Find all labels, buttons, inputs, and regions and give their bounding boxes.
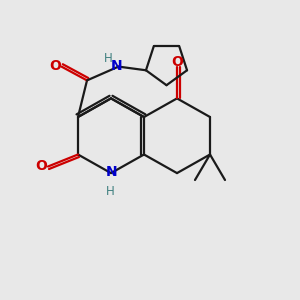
Text: O: O (49, 59, 61, 73)
Text: O: O (171, 55, 183, 68)
Text: H: H (106, 184, 115, 198)
Text: N: N (111, 59, 123, 73)
Text: H: H (103, 52, 112, 65)
Text: O: O (35, 160, 47, 173)
Text: N: N (106, 166, 117, 179)
